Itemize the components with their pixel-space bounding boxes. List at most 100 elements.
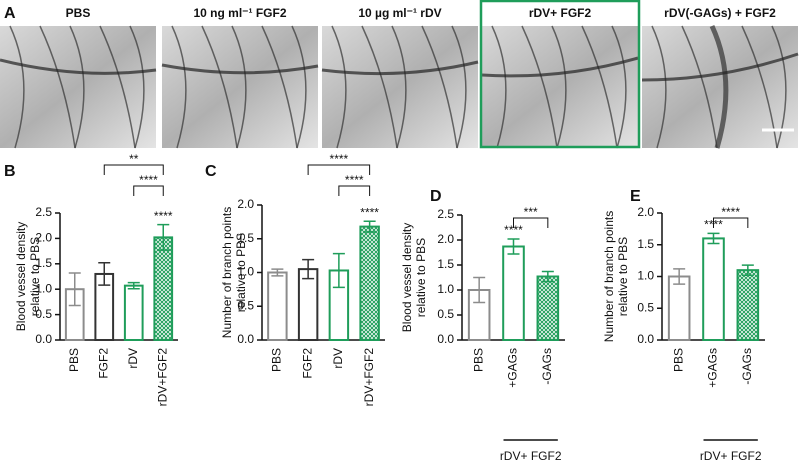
y-tick-label: 1.0 <box>437 282 454 296</box>
x-tick-label: -GAGs <box>740 348 754 385</box>
y-tick-label: 0.0 <box>437 332 454 346</box>
vessel <box>641 52 799 82</box>
y-tick-label: 1.5 <box>637 237 654 251</box>
y-tick-label: 0.5 <box>237 298 254 312</box>
bar <box>667 275 691 341</box>
x-tick-label: rDV+FGF2 <box>155 348 169 407</box>
vessel <box>521 25 558 149</box>
significance-bracket <box>307 164 371 175</box>
panel-label: B <box>4 163 16 180</box>
significance-label: **** <box>721 205 740 219</box>
bar <box>736 269 760 341</box>
vessel <box>99 25 136 149</box>
vessel <box>39 25 76 149</box>
image-label: 10 µg ml⁻¹ rDV <box>358 6 441 20</box>
y-tick-label: 1.0 <box>35 281 52 295</box>
vessel <box>451 25 467 149</box>
y-axis-label: relative to PBS <box>234 233 248 312</box>
panel-label: D <box>430 188 442 205</box>
vessel <box>69 25 85 149</box>
significance-bracket <box>103 164 164 175</box>
error-bar <box>363 220 376 233</box>
vessel <box>581 25 618 149</box>
significance-label: **** <box>345 173 364 187</box>
panel-label: E <box>630 188 641 205</box>
highlight-frame <box>479 0 641 149</box>
error-bar <box>68 272 81 307</box>
vessel <box>361 25 398 149</box>
y-axis-label: relative to PBS <box>414 238 428 317</box>
error-bar <box>673 268 686 285</box>
bar <box>153 236 174 341</box>
vessel <box>129 25 145 149</box>
vessel <box>741 25 778 149</box>
vessel <box>771 25 787 149</box>
significance-label: *** <box>524 205 538 219</box>
bar <box>359 225 380 342</box>
y-tick-label: 1.5 <box>437 257 454 271</box>
vessel <box>611 25 627 149</box>
x-tick-label: -GAGs <box>540 348 554 385</box>
error-bar <box>98 262 111 286</box>
x-tick-label: FGF2 <box>96 348 110 379</box>
bar <box>502 245 525 341</box>
error-bar <box>127 281 140 290</box>
bar <box>123 284 144 342</box>
y-axis-label: Blood vessel density <box>400 223 414 332</box>
vessel <box>9 25 25 149</box>
bar <box>536 275 560 341</box>
significance-label: **** <box>139 173 158 187</box>
y-tick-label: 1.0 <box>637 269 654 283</box>
x-tick-label: rDV+FGF2 <box>362 348 376 407</box>
y-tick-label: 2.0 <box>437 232 454 246</box>
y-tick-label: 0.0 <box>35 332 52 346</box>
significance-bracket <box>713 217 749 228</box>
y-tick-label: 0.0 <box>237 332 254 346</box>
error-bar <box>507 238 520 255</box>
y-axis-label: Number of branch points <box>220 207 234 338</box>
error-bar <box>332 252 345 289</box>
x-tick-label: rDV <box>331 348 345 369</box>
group-label: rDV+ FGF2 <box>700 449 762 463</box>
vessel <box>651 25 667 149</box>
panel-label: A <box>4 5 16 22</box>
vessel <box>331 25 347 149</box>
image-label: rDV(-GAGs) + FGF2 <box>664 6 776 20</box>
error-bar <box>741 264 754 276</box>
error-bar <box>541 270 554 283</box>
x-tick-label: PBS <box>471 348 485 372</box>
y-tick-label: 0.5 <box>35 307 52 321</box>
vessel <box>391 25 407 149</box>
significance-label: **** <box>154 209 173 223</box>
vessel <box>291 25 307 149</box>
bar <box>267 271 288 341</box>
error-bar <box>157 223 170 251</box>
significance-bracket <box>513 217 549 228</box>
y-tick-label: 2.5 <box>437 207 454 221</box>
image-label: PBS <box>66 6 91 20</box>
bar <box>297 268 319 341</box>
group-label: rDV+ FGF2 <box>500 449 562 463</box>
x-tick-label: FGF2 <box>300 348 314 379</box>
y-tick-label: 0.0 <box>637 332 654 346</box>
y-axis-label: relative to PBS <box>616 237 630 316</box>
y-axis-label: Blood vessel density <box>14 222 28 331</box>
y-tick-label: 1.5 <box>35 256 52 270</box>
y-axis-label: relative to PBS <box>28 237 42 316</box>
significance-label: **** <box>330 152 349 166</box>
error-bar <box>473 276 486 304</box>
vessel <box>421 25 458 149</box>
vessel <box>171 25 187 149</box>
x-tick-label: PBS <box>270 348 284 372</box>
x-tick-label: +GAGs <box>506 348 520 388</box>
x-tick-label: PBS <box>671 348 685 372</box>
vessel <box>321 60 479 76</box>
significance-bracket <box>133 185 164 196</box>
panel-label: C <box>205 163 217 180</box>
vessel <box>681 25 718 149</box>
y-tick-label: 1.0 <box>237 265 254 279</box>
vessel <box>161 63 319 75</box>
significance-label: **** <box>504 223 523 237</box>
x-tick-label: PBS <box>67 348 81 372</box>
